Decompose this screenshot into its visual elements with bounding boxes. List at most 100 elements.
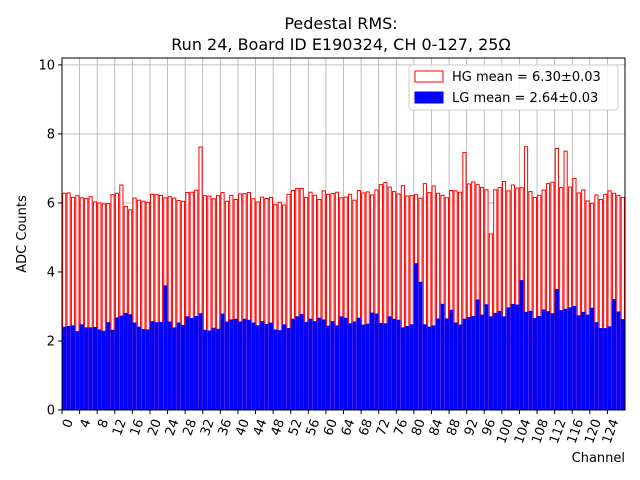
lg-bar <box>106 322 111 411</box>
lg-bar <box>598 328 603 411</box>
lg-bar <box>589 307 595 411</box>
x-tick-label: 88 <box>444 417 464 438</box>
lg-bar <box>251 322 256 411</box>
lg-bar <box>361 324 366 411</box>
lg-bar <box>581 311 586 411</box>
x-tick-label: 28 <box>180 417 200 438</box>
lg-bar <box>339 316 344 411</box>
lg-bar <box>211 327 216 411</box>
lg-bar <box>572 305 577 411</box>
lg-bar <box>185 316 190 411</box>
lg-bar <box>172 327 177 411</box>
lg-bar <box>268 322 274 411</box>
lg-bar <box>501 316 507 411</box>
lg-bar <box>260 321 265 411</box>
lg-bar <box>620 319 625 411</box>
lg-bar <box>273 329 278 411</box>
lg-bar <box>431 325 436 411</box>
lg-bar <box>387 316 392 411</box>
legend-frame <box>408 64 619 111</box>
lg-bar <box>167 321 172 411</box>
lg-bar <box>528 310 533 411</box>
lg-bar <box>290 318 295 411</box>
lg-bar <box>136 326 142 411</box>
lg-bar <box>506 307 511 411</box>
y-tick-label: 10 <box>38 58 55 73</box>
lg-bar <box>348 323 353 411</box>
lg-bar <box>576 315 581 411</box>
lg-bar <box>352 321 357 411</box>
lg-bar <box>466 317 471 411</box>
lg-bar <box>141 329 146 411</box>
lg-bar <box>304 321 309 411</box>
lg-bar-series <box>62 263 625 411</box>
lg-bar <box>70 325 76 411</box>
y-tick-label: 4 <box>47 265 55 280</box>
lg-bar <box>119 315 124 411</box>
lg-bar <box>224 321 230 411</box>
lg-bar <box>453 322 458 411</box>
lg-bar <box>488 316 493 411</box>
lg-bar <box>220 313 225 411</box>
lg-bar <box>255 325 260 411</box>
legend-label-lg: LG mean = 2.64±0.03 <box>452 91 598 106</box>
lg-bar <box>392 318 397 411</box>
y-tick-label: 2 <box>47 334 55 349</box>
x-tick-label: 16 <box>128 417 148 438</box>
lg-bar <box>510 303 515 411</box>
lg-bar <box>479 314 485 411</box>
legend-swatch-lg <box>414 91 444 104</box>
lg-bar <box>92 327 98 411</box>
lg-bar <box>537 315 542 411</box>
lg-bar <box>457 324 463 411</box>
legend-label-hg: HG mean = 6.30±0.03 <box>452 70 601 85</box>
x-tick-label: 72 <box>374 417 394 438</box>
lg-bar <box>229 319 234 411</box>
lg-bar <box>435 318 441 411</box>
lg-bar <box>497 310 502 411</box>
lg-bar <box>405 325 410 411</box>
lg-bar <box>603 328 608 411</box>
lg-bar <box>334 325 339 411</box>
x-tick-label: 84 <box>427 417 447 438</box>
lg-bar <box>216 328 221 411</box>
lg-bar <box>559 310 564 411</box>
x-tick-label: 92 <box>462 417 482 438</box>
lg-bar <box>554 289 559 411</box>
lg-bar <box>189 318 194 411</box>
lg-bar <box>396 319 401 411</box>
lg-bar <box>326 325 331 411</box>
x-tick-label: 52 <box>286 417 306 438</box>
lg-bar <box>462 318 467 411</box>
lg-bar <box>180 324 186 411</box>
lg-bar <box>286 328 291 411</box>
lg-bar <box>238 321 243 411</box>
lg-bar <box>532 318 537 411</box>
x-axis-ticks: 0 4 81216202428323640444852566064687276808… <box>60 410 622 446</box>
x-tick-label: 56 <box>304 417 324 438</box>
lg-bar <box>585 314 590 411</box>
lg-bar <box>545 311 551 411</box>
y-axis-label: ADC Counts <box>15 195 30 273</box>
x-tick-label: 20 <box>145 417 165 438</box>
lg-bar <box>616 311 621 411</box>
lg-bar <box>312 321 317 411</box>
lg-bar <box>475 299 480 411</box>
lg-bar <box>515 304 520 411</box>
lg-bar <box>370 312 375 411</box>
x-tick-label: 76 <box>392 417 412 438</box>
lg-bar <box>418 281 423 411</box>
legend-swatch-hg <box>414 70 444 83</box>
lg-bar <box>150 321 155 411</box>
lg-bar <box>295 316 300 411</box>
lg-bar <box>374 313 379 411</box>
x-tick-label: 8 <box>95 417 112 430</box>
lg-bar <box>330 321 335 411</box>
lg-bar <box>145 329 150 411</box>
lg-bar <box>233 318 238 411</box>
lg-bar <box>449 309 454 411</box>
lg-bar <box>356 317 361 411</box>
lg-bar <box>321 319 326 411</box>
lg-bar <box>62 326 67 411</box>
